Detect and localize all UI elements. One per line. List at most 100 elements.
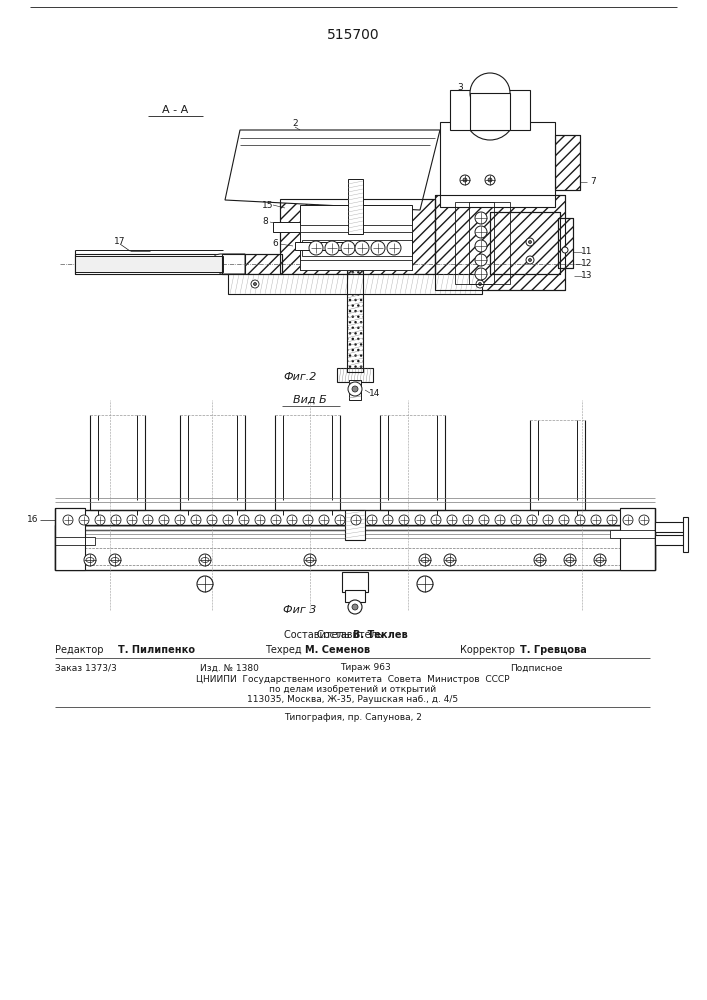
Text: 17: 17	[115, 236, 126, 245]
Bar	[55, 537, 95, 545]
Circle shape	[447, 515, 457, 525]
Circle shape	[444, 554, 456, 566]
Circle shape	[591, 515, 601, 525]
Bar	[435, 195, 565, 290]
Circle shape	[348, 382, 362, 396]
Text: 8: 8	[262, 218, 268, 227]
Text: 16: 16	[26, 516, 38, 524]
Bar	[620, 508, 655, 570]
Bar	[75, 256, 223, 272]
Circle shape	[475, 240, 487, 252]
Circle shape	[465, 90, 515, 140]
Circle shape	[415, 515, 425, 525]
Text: 11: 11	[581, 247, 592, 256]
Bar	[280, 199, 435, 274]
Circle shape	[417, 576, 433, 592]
Circle shape	[460, 175, 470, 185]
Bar	[490, 212, 560, 274]
Circle shape	[463, 178, 467, 182]
Circle shape	[355, 241, 369, 255]
Circle shape	[399, 515, 409, 525]
Circle shape	[526, 238, 534, 246]
Bar	[347, 257, 363, 372]
Circle shape	[111, 515, 121, 525]
Text: 7: 7	[590, 178, 596, 186]
Bar	[349, 380, 361, 400]
Circle shape	[623, 515, 633, 525]
Circle shape	[348, 600, 362, 614]
Circle shape	[419, 554, 431, 566]
Text: М. Семенов: М. Семенов	[305, 645, 370, 655]
Circle shape	[254, 282, 257, 286]
Circle shape	[470, 73, 510, 113]
Circle shape	[335, 515, 345, 525]
Circle shape	[526, 256, 534, 264]
Circle shape	[367, 515, 377, 525]
Text: Т. Пилипенко: Т. Пилипенко	[118, 645, 195, 655]
Circle shape	[271, 515, 281, 525]
Bar	[273, 222, 351, 232]
Bar	[470, 93, 510, 130]
Bar	[75, 254, 245, 274]
Circle shape	[319, 515, 329, 525]
Bar	[450, 90, 530, 130]
Circle shape	[95, 515, 105, 525]
Bar	[440, 122, 555, 207]
Bar	[655, 522, 685, 532]
Bar	[345, 510, 365, 540]
Text: 6: 6	[272, 239, 278, 248]
Bar	[558, 218, 573, 268]
Text: В. Теклев: В. Теклев	[353, 630, 408, 640]
Circle shape	[287, 515, 297, 525]
Text: Составитель: Составитель	[284, 630, 353, 640]
Circle shape	[607, 515, 617, 525]
Text: Составитель: Составитель	[317, 630, 389, 640]
Text: Т. Гревцова: Т. Гревцова	[520, 645, 587, 655]
Circle shape	[309, 241, 323, 255]
Bar	[610, 530, 655, 538]
Circle shape	[475, 268, 487, 280]
Text: Фиг 3: Фиг 3	[284, 605, 317, 615]
Bar	[55, 525, 655, 570]
Text: 3: 3	[457, 84, 463, 93]
Circle shape	[207, 515, 217, 525]
Polygon shape	[225, 130, 440, 210]
Circle shape	[341, 241, 355, 255]
Text: Изд. № 1380: Изд. № 1380	[200, 664, 259, 672]
Bar	[558, 218, 573, 268]
Text: 113035, Москва, Ж-35, Раушская наб., д. 4/5: 113035, Москва, Ж-35, Раушская наб., д. …	[247, 694, 459, 704]
Bar	[555, 135, 580, 190]
Circle shape	[529, 240, 532, 243]
Circle shape	[84, 554, 96, 566]
Circle shape	[529, 258, 532, 261]
Circle shape	[303, 515, 313, 525]
Circle shape	[594, 554, 606, 566]
Circle shape	[463, 515, 473, 525]
Circle shape	[325, 241, 339, 255]
Circle shape	[143, 515, 153, 525]
Bar	[342, 572, 368, 592]
Circle shape	[488, 178, 492, 182]
Circle shape	[159, 515, 169, 525]
Bar	[348, 179, 363, 234]
Circle shape	[109, 554, 121, 566]
Circle shape	[255, 515, 265, 525]
Text: Типография, пр. Сапунова, 2: Типография, пр. Сапунова, 2	[284, 712, 422, 722]
Text: Заказ 1373/3: Заказ 1373/3	[55, 664, 117, 672]
Bar	[222, 254, 282, 274]
Circle shape	[562, 247, 568, 253]
Text: 2: 2	[292, 119, 298, 128]
Text: 12: 12	[581, 259, 592, 268]
Bar	[55, 508, 85, 570]
Circle shape	[79, 515, 89, 525]
Circle shape	[387, 241, 401, 255]
Bar	[280, 199, 435, 274]
Circle shape	[197, 576, 213, 592]
Text: 13: 13	[581, 271, 592, 280]
Bar	[490, 212, 560, 274]
Bar	[300, 225, 412, 232]
Circle shape	[575, 515, 585, 525]
Circle shape	[479, 282, 481, 286]
Polygon shape	[215, 254, 245, 274]
Text: Подписное: Подписное	[510, 664, 563, 672]
